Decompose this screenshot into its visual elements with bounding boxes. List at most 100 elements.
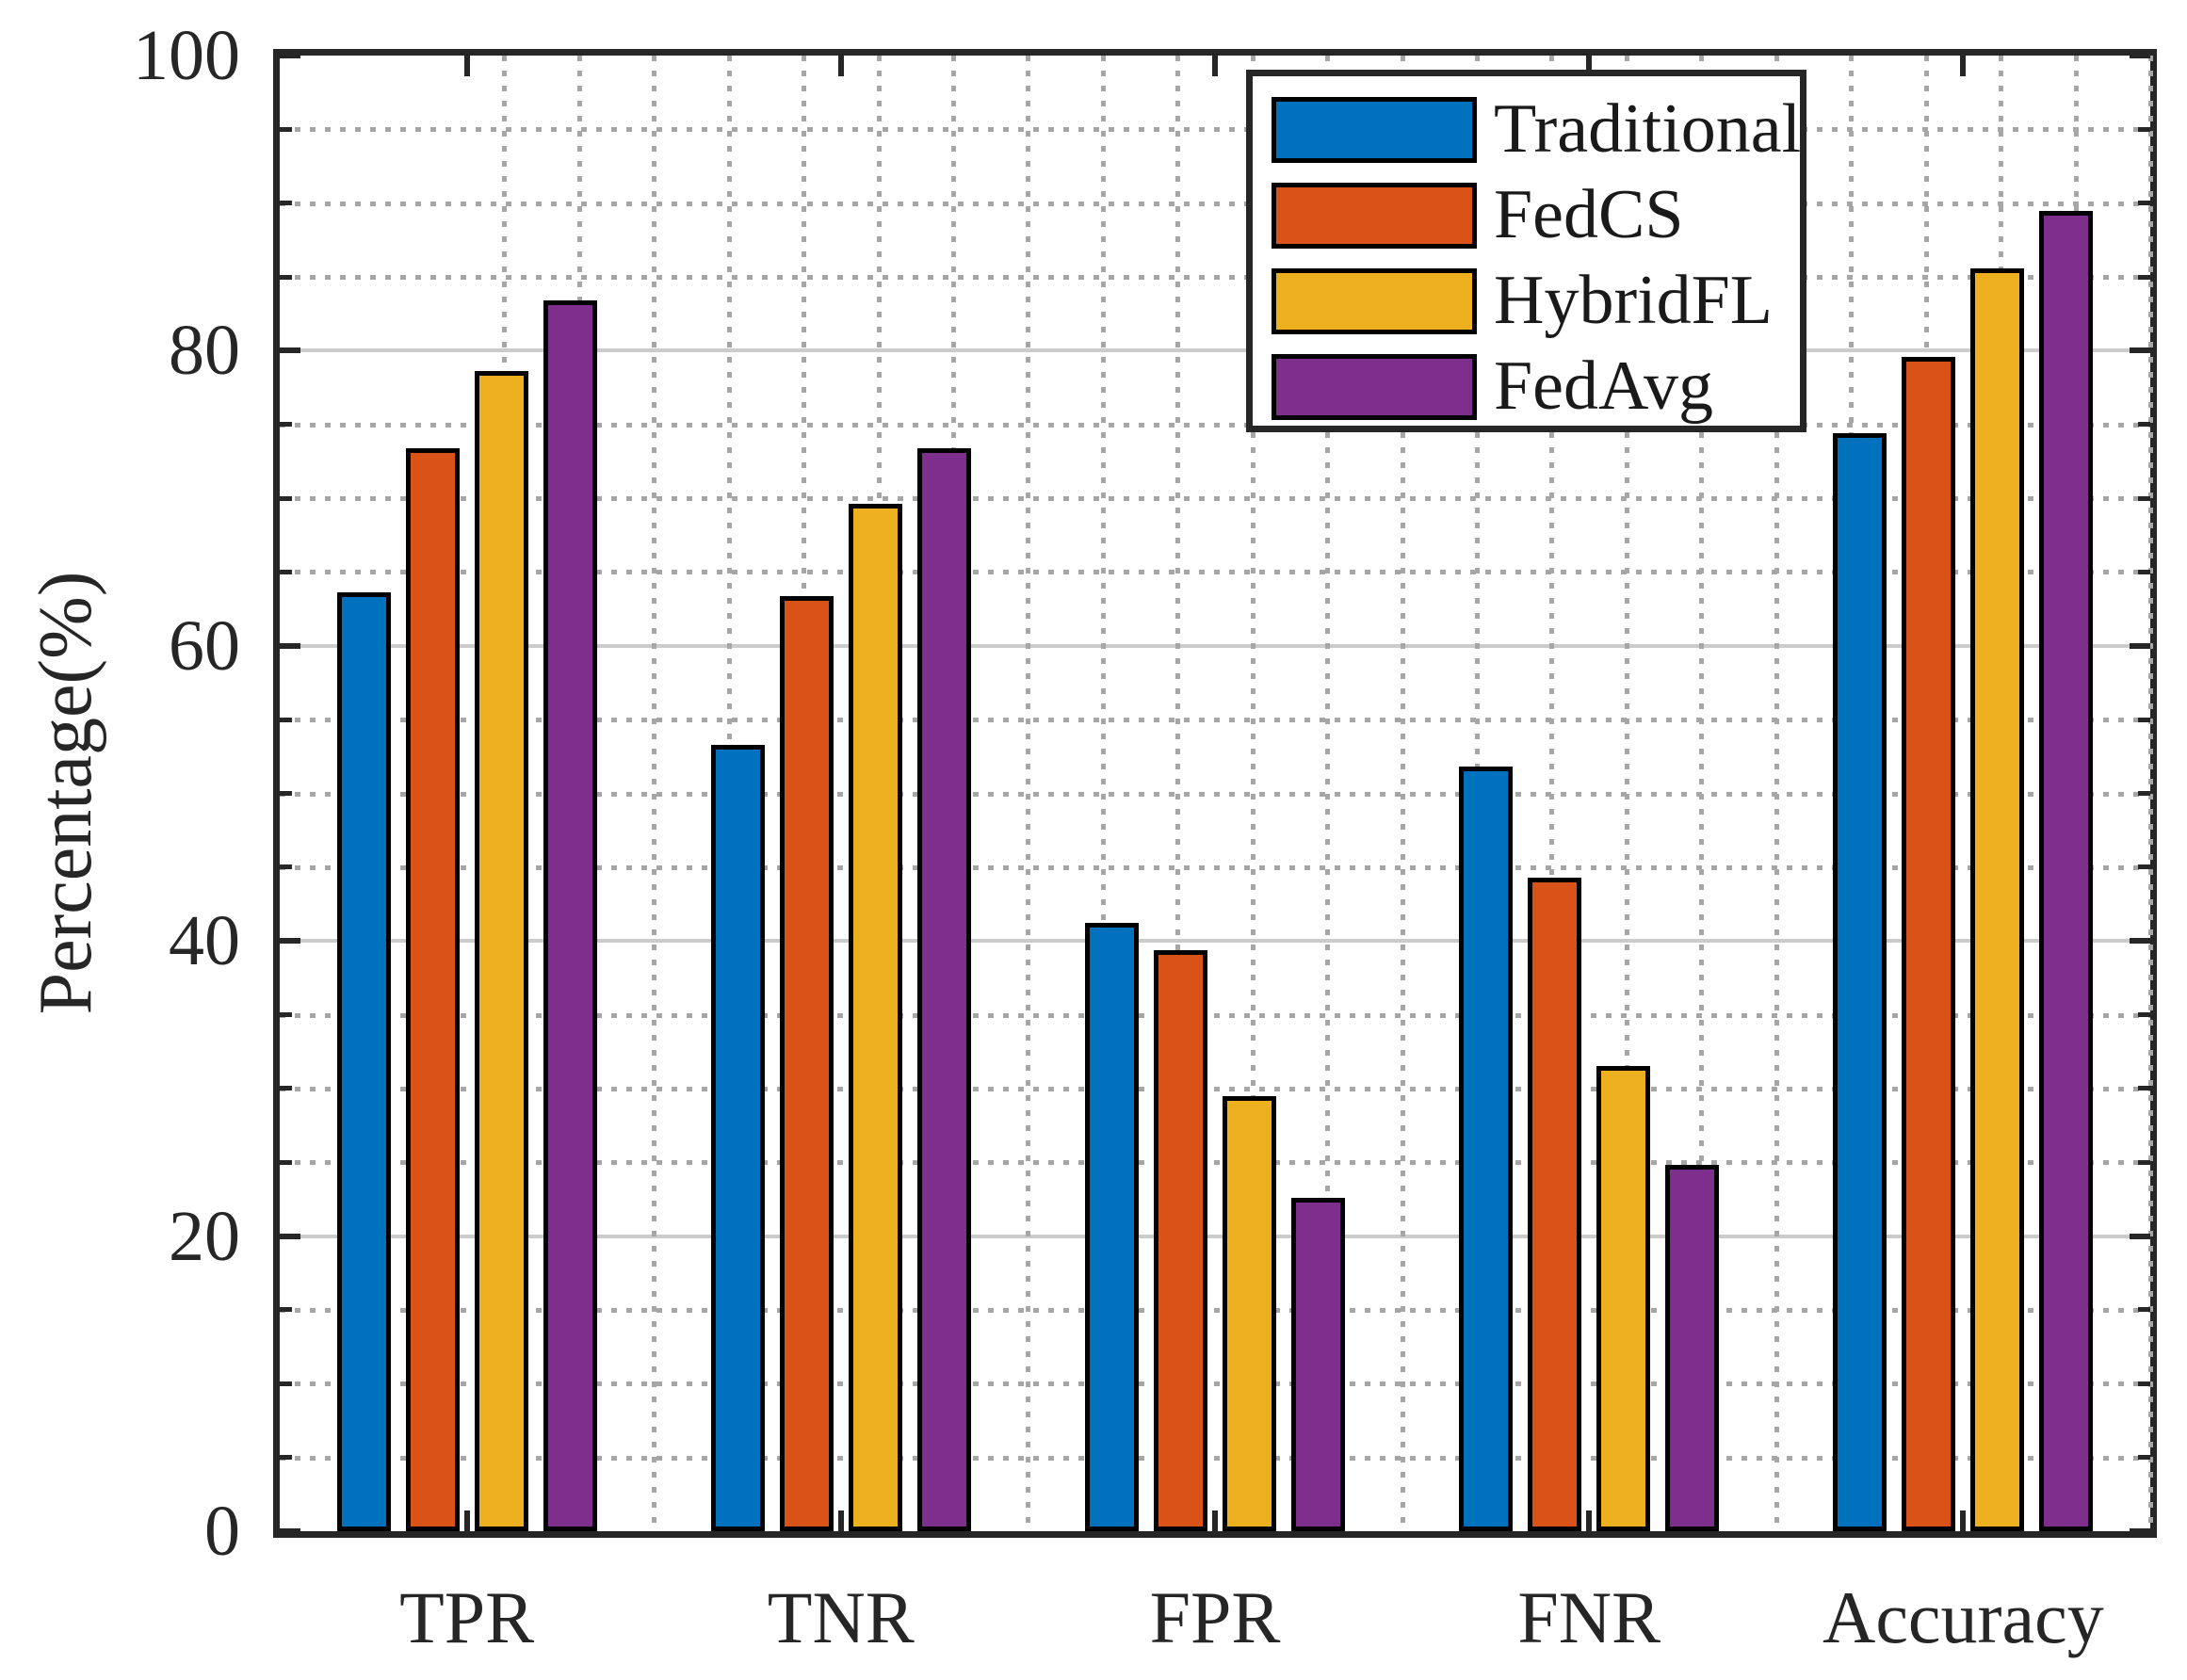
y-minor-tick-right: [2138, 1159, 2150, 1165]
gridline-horizontal-minor: [280, 718, 2150, 723]
legend-label-hybridfl: HybridFL: [1494, 262, 1773, 339]
gridline-horizontal-minor: [280, 1455, 2150, 1461]
x-major-tick-bottom: [1586, 1510, 1593, 1531]
y-major-tick-right: [2130, 642, 2150, 649]
y-minor-tick-right: [2138, 717, 2150, 722]
x-tick-label-tnr: TNR: [767, 1576, 915, 1658]
gridline-vertical-minor: [1250, 56, 1256, 1531]
bar-fedcs-accuracy: [1902, 356, 1956, 1531]
gridline-horizontal-minor: [280, 1381, 2150, 1387]
y-minor-tick-left: [280, 569, 292, 574]
bar-fedcs-tpr: [405, 447, 460, 1531]
y-minor-tick-right: [2138, 569, 2150, 574]
gridline-horizontal-minor: [280, 1307, 2150, 1313]
y-minor-tick-left: [280, 864, 292, 870]
gridline-horizontal-major: [280, 1234, 2150, 1238]
gridline-horizontal-minor: [280, 570, 2150, 575]
bar-hybridfl-fpr: [1223, 1095, 1276, 1531]
legend-label-fedavg: FedAvg: [1494, 347, 1713, 425]
gridline-horizontal-minor: [280, 201, 2150, 206]
y-minor-tick-left: [280, 201, 292, 206]
y-minor-tick-right: [2138, 864, 2150, 870]
x-major-tick-bottom: [837, 1510, 844, 1531]
bar-fedavg-tpr: [543, 300, 597, 1531]
gridline-horizontal-minor: [280, 422, 2150, 428]
bar-traditional-accuracy: [1833, 433, 1887, 1531]
x-major-tick-bottom: [1212, 1510, 1218, 1531]
x-major-tick-top: [1212, 56, 1218, 76]
x-tick-label-fpr: FPR: [1149, 1576, 1281, 1658]
y-minor-tick-left: [280, 717, 292, 722]
y-major-tick-left: [280, 1528, 300, 1534]
legend: Traditional FedCS HybridFL FedAvg: [1246, 70, 1806, 432]
y-minor-tick-right: [2138, 495, 2150, 501]
x-major-tick-top: [1960, 56, 1967, 76]
y-minor-tick-right: [2138, 274, 2150, 280]
x-major-tick-top: [1586, 56, 1593, 76]
bar-fedavg-accuracy: [2039, 210, 2094, 1531]
bar-fedavg-fnr: [1665, 1165, 1720, 1531]
y-minor-tick-left: [280, 1455, 292, 1461]
gridline-vertical-minor: [1100, 56, 1106, 1531]
y-minor-tick-right: [2138, 1012, 2150, 1018]
gridline-vertical-minor: [1624, 56, 1629, 1531]
gridline-vertical-minor: [1325, 56, 1331, 1531]
y-major-tick-right: [2130, 347, 2150, 354]
y-major-tick-right: [2130, 1233, 2150, 1239]
gridline-horizontal-minor: [280, 791, 2150, 797]
x-major-tick-top: [463, 56, 470, 76]
y-tick-label-40: 40: [169, 901, 240, 981]
gridline-horizontal-minor: [280, 1160, 2150, 1166]
x-tick-label-tpr: TPR: [399, 1576, 535, 1658]
gridline-horizontal-minor: [280, 275, 2150, 281]
gridline-vertical-minor: [1026, 56, 1031, 1531]
gridline-horizontal-major: [280, 939, 2150, 944]
legend-swatch-traditional: [1272, 96, 1477, 163]
legend-item-fedavg: FedAvg: [1272, 344, 1800, 429]
bar-fedavg-fpr: [1291, 1197, 1345, 1531]
bar-traditional-fpr: [1085, 923, 1139, 1531]
bar-hybridfl-tnr: [848, 504, 902, 1531]
y-minor-tick-left: [280, 126, 292, 132]
y-minor-tick-right: [2138, 1086, 2150, 1091]
y-tick-label-80: 80: [169, 311, 240, 391]
y-major-tick-left: [280, 53, 300, 58]
y-minor-tick-right: [2138, 126, 2150, 132]
x-major-tick-top: [837, 56, 844, 76]
x-major-tick-bottom: [1960, 1510, 1967, 1531]
y-tick-label-100: 100: [133, 16, 240, 95]
gridline-horizontal-major: [280, 348, 2150, 353]
gridline-vertical-minor: [1175, 56, 1181, 1531]
y-minor-tick-right: [2138, 791, 2150, 796]
legend-swatch-hybridfl: [1272, 267, 1477, 334]
bar-fedcs-tnr: [779, 595, 834, 1531]
gridline-horizontal-minor: [280, 864, 2150, 870]
bar-fedcs-fpr: [1154, 949, 1207, 1531]
bar-hybridfl-fnr: [1596, 1066, 1651, 1531]
bar-fedavg-tnr: [916, 447, 971, 1531]
gridline-vertical-minor: [652, 56, 657, 1531]
gridline-horizontal-minor: [280, 496, 2150, 502]
y-major-tick-right: [2130, 53, 2150, 58]
y-major-tick-left: [280, 938, 300, 945]
y-tick-label-60: 60: [169, 606, 240, 686]
y-minor-tick-right: [2138, 1455, 2150, 1461]
y-minor-tick-right: [2138, 1307, 2150, 1313]
bar-traditional-tnr: [710, 744, 765, 1531]
bar-traditional-fnr: [1459, 767, 1514, 1531]
gridline-horizontal-minor: [280, 1012, 2150, 1018]
legend-item-traditional: Traditional: [1272, 87, 1801, 172]
gridline-vertical-minor: [2148, 56, 2153, 1531]
gridline-horizontal-minor: [280, 127, 2150, 133]
gridline-vertical-minor: [1549, 56, 1555, 1531]
legend-label-fedcs: FedCS: [1494, 176, 1684, 253]
y-minor-tick-left: [280, 1307, 292, 1313]
y-major-tick-left: [280, 642, 300, 649]
x-tick-label-accuracy: Accuracy: [1822, 1576, 2104, 1658]
y-minor-tick-left: [280, 495, 292, 501]
y-minor-tick-left: [280, 791, 292, 796]
gridline-horizontal-minor: [280, 1086, 2150, 1091]
y-major-tick-right: [2130, 938, 2150, 945]
gridline-vertical-minor: [1774, 56, 1779, 1531]
